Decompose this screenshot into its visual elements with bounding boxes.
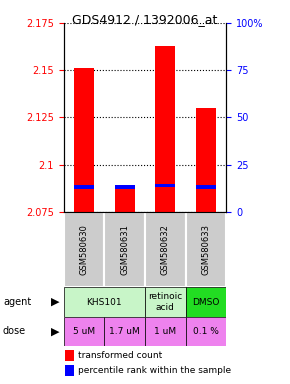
Text: GSM580632: GSM580632 (161, 224, 170, 275)
Bar (115, 185, 135, 189)
Text: 5 uM: 5 uM (73, 327, 95, 336)
Text: GSM580630: GSM580630 (79, 224, 89, 275)
Bar (155, 46, 175, 212)
Text: 1 uM: 1 uM (154, 327, 176, 336)
Text: percentile rank within the sample: percentile rank within the sample (78, 366, 231, 375)
Text: dose: dose (3, 326, 26, 336)
Bar (145, 317, 186, 346)
Bar (155, 184, 175, 187)
Text: GDS4912 / 1392006_at: GDS4912 / 1392006_at (72, 13, 218, 26)
Text: transformed count: transformed count (78, 351, 162, 360)
Bar (104, 212, 145, 288)
Text: DMSO: DMSO (192, 298, 220, 306)
Bar (74, 68, 94, 212)
Bar (74, 185, 94, 189)
Text: 1.7 uM: 1.7 uM (109, 327, 140, 336)
Text: 0.1 %: 0.1 % (193, 327, 219, 336)
Text: retinoic
acid: retinoic acid (148, 292, 182, 312)
Bar (64, 288, 145, 317)
Text: agent: agent (3, 297, 31, 307)
Text: GSM580633: GSM580633 (201, 224, 211, 275)
Bar (66, 350, 74, 361)
Text: GSM580631: GSM580631 (120, 224, 129, 275)
Bar (186, 212, 226, 288)
Bar (186, 288, 226, 317)
Text: ▶: ▶ (51, 326, 59, 336)
Bar (145, 288, 186, 317)
Bar (115, 189, 135, 212)
Text: ▶: ▶ (51, 297, 59, 307)
Bar (145, 212, 186, 288)
Bar (64, 317, 104, 346)
Bar (196, 185, 216, 189)
Bar (64, 212, 104, 288)
Bar (196, 108, 216, 212)
Bar (66, 365, 74, 376)
Bar (104, 317, 145, 346)
Text: KHS101: KHS101 (87, 298, 122, 306)
Bar (186, 317, 226, 346)
